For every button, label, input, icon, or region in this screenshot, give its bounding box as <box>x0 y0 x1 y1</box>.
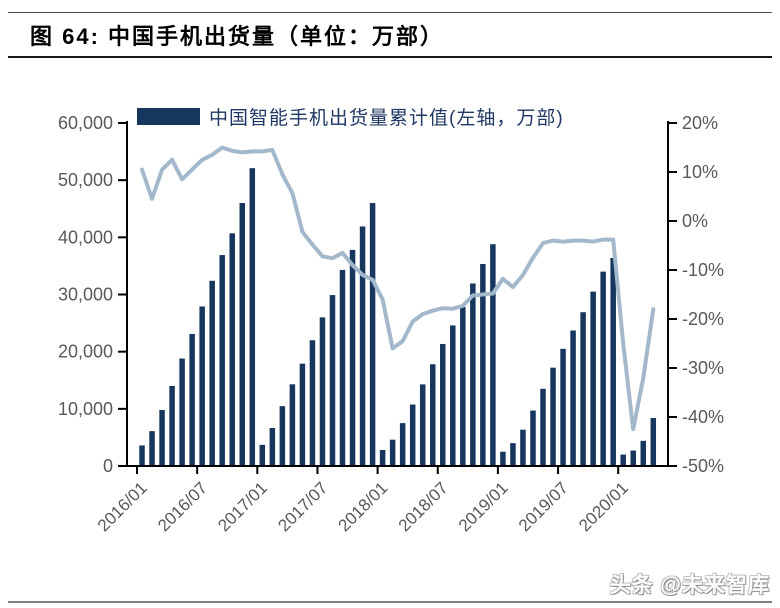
bar-2018/06 <box>429 364 436 466</box>
x-axis-tick-label: 2018/07 <box>395 478 452 535</box>
left-axis-tick-label: 0 <box>103 456 113 476</box>
x-axis-tick-label: 2016/01 <box>94 478 151 535</box>
right-axis-tick-label: -50% <box>682 456 724 476</box>
right-axis-tick-label: -20% <box>682 309 724 329</box>
bar-2020/02 <box>630 450 636 466</box>
right-axis-tick-label: -40% <box>682 407 724 427</box>
left-axis-tick-label: 30,000 <box>58 285 113 305</box>
right-axis-tick-label: 20% <box>682 113 718 133</box>
x-axis-tick-label: 2017/07 <box>274 478 331 535</box>
legend-swatch-bar-series <box>137 108 200 125</box>
x-axis-tick-label: 2017/01 <box>214 478 271 535</box>
bar-2019/10 <box>590 291 596 466</box>
right-axis-tick-label: 0% <box>682 211 708 231</box>
figure-title: 图 64: 中国手机出货量（单位：万部） <box>30 24 445 49</box>
bar-2016/12 <box>249 168 256 466</box>
bar-2019/06 <box>550 367 556 466</box>
bar-2019/08 <box>570 330 576 466</box>
bar-2017/08 <box>329 295 336 466</box>
bar-2017/05 <box>299 363 306 466</box>
bar-2017/03 <box>279 406 286 466</box>
bar-2019/02 <box>510 443 516 466</box>
bar-2016/06 <box>189 333 195 466</box>
bar-2020/01 <box>620 454 626 466</box>
left-axis-tick-label: 20,000 <box>58 342 113 362</box>
growth-trend-line <box>140 145 656 432</box>
bar-2016/01 <box>139 445 145 466</box>
bar-2019/12 <box>610 257 616 466</box>
chart-legend: 中国智能手机出货量累计值(左轴，万部) <box>137 103 564 130</box>
bar-2018/03 <box>399 423 406 467</box>
bar-2016/04 <box>169 385 175 466</box>
right-axis-tick-label: -10% <box>682 260 724 280</box>
bar-2020/04 <box>650 417 657 466</box>
bar-2016/07 <box>199 306 205 466</box>
bar-2020/03 <box>640 440 647 466</box>
right-axis-tick-label: -30% <box>682 358 724 378</box>
bar-2016/09 <box>219 255 225 466</box>
x-axis-tick-label: 2016/07 <box>154 478 211 535</box>
top-divider <box>8 12 772 13</box>
bar-2019/11 <box>600 271 606 466</box>
right-axis-tick-label: 10% <box>682 162 718 182</box>
bar-2018/11 <box>480 263 486 466</box>
left-axis-tick-label: 50,000 <box>58 170 113 190</box>
axes <box>126 121 669 467</box>
bar-2018/09 <box>460 307 466 466</box>
bar-2018/01 <box>379 449 386 466</box>
left-axis-tick-label: 60,000 <box>58 113 113 133</box>
bar-2016/02 <box>149 431 155 466</box>
bar-2017/12 <box>369 203 376 466</box>
bar-2018/07 <box>440 343 446 466</box>
bar-2016/08 <box>209 280 215 466</box>
tick-marks <box>118 122 677 474</box>
bar-2019/09 <box>580 312 586 466</box>
bottom-divider <box>8 601 772 603</box>
bar-2018/04 <box>409 404 416 466</box>
x-axis-tick-label: 2019/07 <box>515 478 572 535</box>
bar-2019/05 <box>540 388 546 466</box>
bar-2017/01 <box>259 444 266 466</box>
bar-2018/05 <box>419 384 426 466</box>
legend-label: 中国智能手机出货量累计值(左轴，万部) <box>209 108 564 129</box>
bar-2019/07 <box>560 348 566 466</box>
bar-2017/11 <box>359 226 366 466</box>
bar-2017/02 <box>269 427 276 466</box>
bar-2017/07 <box>319 317 326 466</box>
x-axis-tick-label: 2019/01 <box>455 478 512 535</box>
x-axis-tick-label: 2018/01 <box>335 478 392 535</box>
bar-2017/06 <box>309 340 316 466</box>
bar-2019/04 <box>530 410 536 466</box>
bar-2017/04 <box>289 384 296 466</box>
bar-2018/12 <box>490 244 496 466</box>
bar-2017/09 <box>339 269 346 466</box>
bar-2018/02 <box>389 439 396 466</box>
left-axis-tick-label: 40,000 <box>58 227 113 247</box>
x-axis-tick-label: 2020/01 <box>575 478 632 535</box>
bar-2016/05 <box>179 358 185 466</box>
bar-2018/08 <box>450 325 456 466</box>
watermark: 头条 @未来智库 <box>609 574 770 597</box>
bar-2019/01 <box>500 451 506 466</box>
bar-2016/03 <box>159 409 165 466</box>
bar-2017/10 <box>349 249 356 466</box>
bar-2019/03 <box>520 429 526 466</box>
bar-2016/11 <box>239 203 246 466</box>
bar-2018/10 <box>470 283 476 466</box>
bar-series <box>139 168 657 467</box>
title-divider <box>8 56 772 58</box>
left-axis-tick-label: 10,000 <box>58 399 113 419</box>
bar-2016/10 <box>229 233 235 466</box>
